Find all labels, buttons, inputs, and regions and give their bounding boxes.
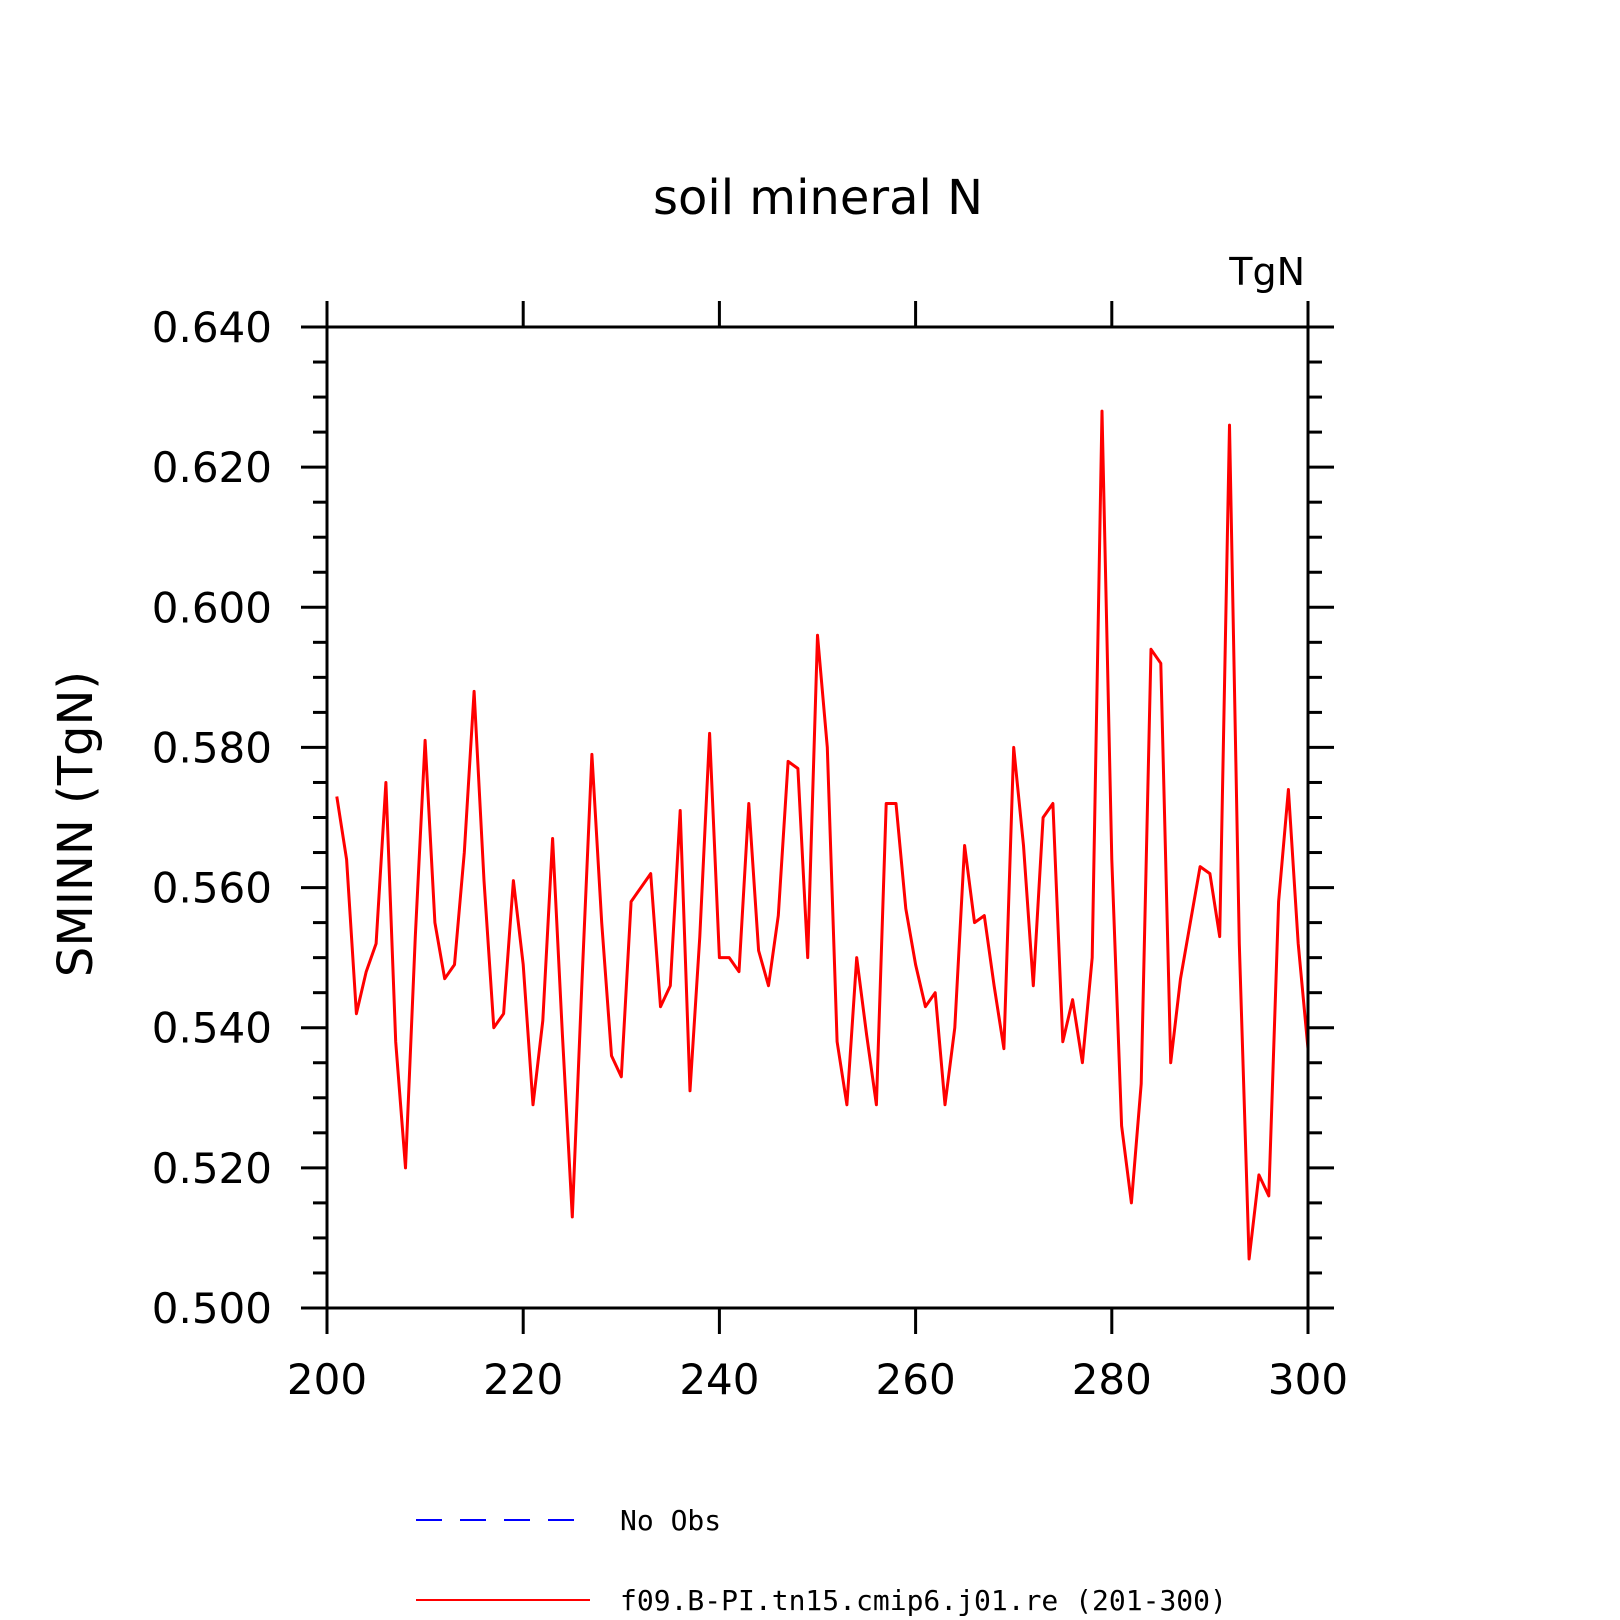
x-tick-label: 260 [876, 1355, 956, 1404]
y-tick-label: 0.580 [152, 723, 272, 772]
y-tick-label: 0.540 [152, 1004, 272, 1053]
legend: No Obs f09.B-PI.tn15.cmip6.j01.re (201-3… [416, 1504, 1227, 1617]
y-tick-label: 0.640 [152, 303, 272, 352]
series-line-model [335, 409, 1310, 1261]
x-tick-label: 220 [483, 1355, 563, 1404]
x-axis-ticks [325, 301, 1310, 1334]
units-label: TgN [1228, 250, 1305, 294]
x-axis-tick-labels: 200 220 240 260 280 300 [287, 1355, 1348, 1404]
chart-title: soil mineral N [653, 170, 983, 226]
plot-frame [325, 325, 1310, 1310]
y-tick-label: 0.560 [152, 864, 272, 913]
legend-label-obs: No Obs [620, 1504, 721, 1537]
y-tick-label: 0.600 [152, 583, 272, 632]
x-tick-label: 240 [679, 1355, 759, 1404]
y-axis-ticks [301, 325, 1334, 1310]
y-tick-label: 0.500 [152, 1284, 272, 1333]
y-tick-label: 0.520 [152, 1144, 272, 1193]
x-tick-label: 200 [287, 1355, 367, 1404]
x-tick-label: 300 [1268, 1355, 1348, 1404]
y-tick-label: 0.620 [152, 443, 272, 492]
x-tick-label: 280 [1072, 1355, 1152, 1404]
y-axis-tick-labels: 0.500 0.520 0.540 0.560 0.580 0.600 0.620 0.640 [152, 303, 272, 1333]
y-axis-label: SMINN (TgN) [48, 671, 104, 977]
legend-label-model: f09.B-PI.tn15.cmip6.j01.re (201-300) [620, 1584, 1227, 1617]
